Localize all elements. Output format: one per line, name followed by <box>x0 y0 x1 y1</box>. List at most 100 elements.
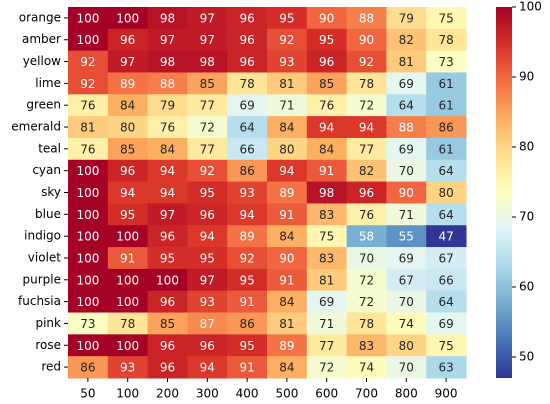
heatmap-cell <box>147 72 188 95</box>
cell-label: 100 <box>116 339 139 353</box>
heatmap-cell <box>187 7 228 30</box>
cell-label: 67 <box>438 251 453 265</box>
cell-label: 71 <box>399 208 414 222</box>
heatmap-cell <box>187 247 228 270</box>
cell-label: 89 <box>279 339 294 353</box>
y-tick-label: blue <box>35 207 61 221</box>
cell-label: 83 <box>319 208 334 222</box>
cell-label: 100 <box>76 11 99 25</box>
heatmap-cell <box>147 137 188 161</box>
cell-label: 94 <box>120 186 135 200</box>
cell-label: 97 <box>160 208 175 222</box>
cell-label: 94 <box>160 164 175 178</box>
x-tick-label: 500 <box>275 387 298 401</box>
y-tick-label: amber <box>22 32 61 46</box>
cell-label: 64 <box>438 295 453 309</box>
cell-label: 100 <box>116 11 139 25</box>
cell-label: 97 <box>160 33 175 47</box>
heatmap-cell <box>227 225 268 248</box>
cell-label: 70 <box>359 251 374 265</box>
cell-label: 81 <box>279 77 294 91</box>
cell-label: 58 <box>359 230 374 244</box>
heatmap-cell <box>346 203 387 226</box>
heatmap-cell <box>386 203 427 226</box>
colorbar-tick-label: 70 <box>519 210 534 224</box>
heatmap-cell <box>187 203 228 226</box>
cell-label: 96 <box>160 361 175 375</box>
colorbar-tick-label: 90 <box>519 70 534 84</box>
cell-label: 76 <box>319 99 334 113</box>
heatmap-cell <box>107 312 149 335</box>
cell-label: 78 <box>359 317 374 331</box>
heatmap-cell <box>227 7 268 30</box>
cell-label: 96 <box>200 339 215 353</box>
cell-label: 89 <box>279 186 294 200</box>
cell-label: 91 <box>120 251 135 265</box>
heatmap-cell <box>306 50 348 73</box>
cell-label: 80 <box>120 121 135 135</box>
heatmap-cell <box>386 116 427 139</box>
cell-label: 75 <box>438 339 453 353</box>
heatmap-cell <box>306 28 348 52</box>
heatmap-cell <box>147 334 188 357</box>
heatmap-cell <box>68 225 109 248</box>
heatmap-cell <box>426 7 467 30</box>
cell-label: 76 <box>80 99 95 113</box>
heatmap-cell <box>267 356 308 379</box>
cell-label: 100 <box>76 33 99 47</box>
heatmap-cell <box>426 50 467 73</box>
y-tick-label: teal <box>38 141 61 155</box>
cell-label: 93 <box>279 55 294 69</box>
cell-label: 100 <box>76 273 99 287</box>
heatmap-cell <box>267 50 308 73</box>
heatmap-cell <box>107 28 149 52</box>
y-tick-label: lime <box>35 76 61 90</box>
heatmap-cell <box>107 181 149 204</box>
cell-label: 83 <box>319 251 334 265</box>
heatmap-cell <box>346 7 387 30</box>
cell-label: 95 <box>200 251 215 265</box>
heatmap-cell <box>68 72 109 95</box>
cell-label: 98 <box>319 186 334 200</box>
heatmap-cell <box>187 356 228 379</box>
cell-label: 97 <box>200 11 215 25</box>
heatmap-cell <box>346 312 387 335</box>
cell-label: 66 <box>438 273 453 287</box>
heatmap-cell <box>107 137 149 161</box>
heatmap-cell <box>227 268 268 292</box>
heatmap-cell <box>346 290 387 314</box>
cell-label: 84 <box>279 230 294 244</box>
heatmap-cell <box>426 116 467 139</box>
heatmap-cell <box>267 290 308 314</box>
cell-label: 71 <box>319 317 334 331</box>
cell-label: 64 <box>399 99 414 113</box>
cell-label: 95 <box>279 11 294 25</box>
heatmap-cell <box>187 290 228 314</box>
cell-label: 94 <box>200 230 215 244</box>
heatmap-cell <box>187 72 228 95</box>
cell-label: 78 <box>239 77 254 91</box>
heatmap-cell <box>107 159 149 183</box>
heatmap-cell <box>267 94 308 117</box>
heatmap-cell <box>386 312 427 335</box>
x-tick-label: 700 <box>355 387 378 401</box>
heatmap-cell <box>386 225 427 248</box>
heatmap-cell <box>68 116 109 139</box>
cell-label: 69 <box>399 77 414 91</box>
y-tick-label: violet <box>28 250 61 264</box>
cell-label: 69 <box>438 317 453 331</box>
cell-label: 82 <box>359 164 374 178</box>
heatmap-cell <box>68 334 109 357</box>
heatmap-cell <box>386 290 427 314</box>
heatmap-cell <box>306 225 348 248</box>
cell-label: 96 <box>120 33 135 47</box>
x-tick-label: 800 <box>395 387 418 401</box>
cell-label: 93 <box>120 361 135 375</box>
heatmap-cell <box>426 225 467 248</box>
cell-label: 100 <box>116 273 139 287</box>
heatmap-cell <box>227 137 268 161</box>
y-tick-label: green <box>26 98 61 112</box>
heatmap-cell <box>386 7 427 30</box>
cell-label: 90 <box>319 11 334 25</box>
